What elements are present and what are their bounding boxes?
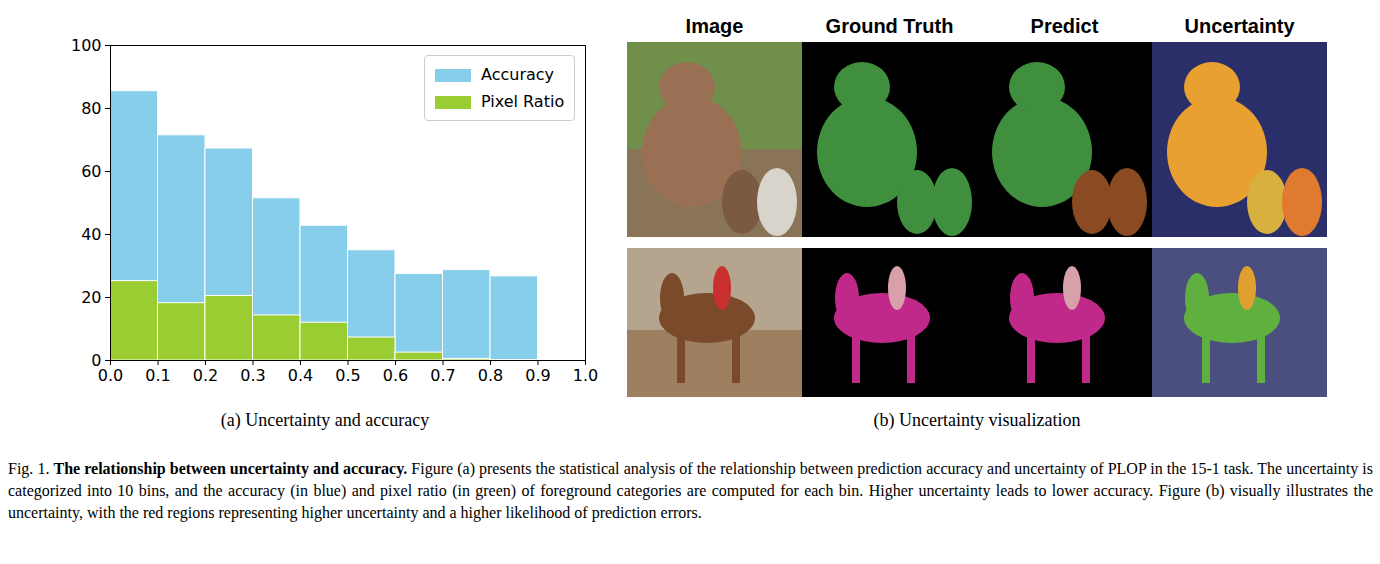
svg-text:80: 80 — [81, 99, 101, 118]
svg-text:Uncertainty: Uncertainty — [1184, 15, 1295, 37]
svg-text:20: 20 — [81, 288, 101, 307]
svg-text:0.3: 0.3 — [240, 366, 265, 385]
svg-text:0.2: 0.2 — [193, 366, 218, 385]
svg-text:0.5: 0.5 — [335, 366, 360, 385]
svg-text:100: 100 — [71, 36, 102, 55]
html-text:Fig. 1. The relationship betwe: Fig. 1. The relationship between uncerta… — [8, 460, 1373, 521]
html-text:Pixel Ratio: Pixel Ratio — [481, 92, 565, 111]
svg-text:0.0: 0.0 — [98, 366, 123, 385]
html-text:(a) Uncertainty and accuracy: (a) Uncertainty and accuracy — [220, 410, 430, 430]
svg-text:0.9: 0.9 — [525, 366, 550, 385]
svg-text:0.7: 0.7 — [430, 366, 455, 385]
svg-text:40: 40 — [81, 225, 101, 244]
svg-text:1.0: 1.0 — [573, 366, 598, 385]
svg-text:0.1: 0.1 — [145, 366, 170, 385]
svg-text:0.4: 0.4 — [288, 366, 313, 385]
svg-text:Ground Truth: Ground Truth — [826, 15, 954, 37]
svg-text:60: 60 — [81, 162, 101, 181]
html-text:Accuracy: Accuracy — [481, 65, 554, 84]
html-text:(b) Uncertainty visualization: (b) Uncertainty visualization — [873, 410, 1081, 430]
svg-text:0.8: 0.8 — [478, 366, 503, 385]
svg-text:0: 0 — [91, 350, 102, 370]
svg-text:Image: Image — [686, 15, 744, 37]
svg-text:0.6: 0.6 — [383, 366, 408, 385]
svg-text:Predict: Predict — [1031, 15, 1099, 37]
